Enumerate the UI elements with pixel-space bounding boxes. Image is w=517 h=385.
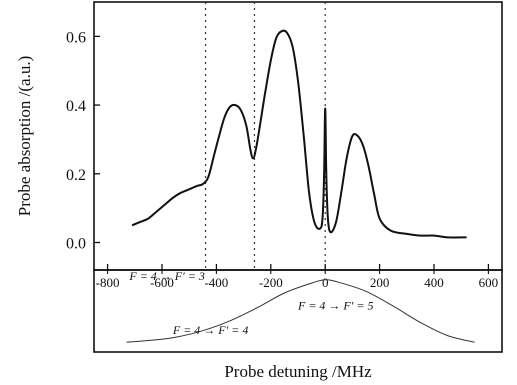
x-tick-label: 0 xyxy=(322,275,329,290)
x-tick-label: -200 xyxy=(259,275,283,290)
lower-panel-frame xyxy=(93,269,503,353)
y-tick-label: 0.0 xyxy=(66,236,86,253)
x-axis-label: Probe detuning /MHz xyxy=(224,362,372,381)
x-tick-label: -400 xyxy=(204,275,228,290)
y-axis-label: Probe absorption /(a.u.) xyxy=(15,56,34,217)
x-axis-ticks: -800 -600 -400 -200 0 200 400 600 xyxy=(96,264,498,290)
y-tick-label: 0.6 xyxy=(66,29,86,46)
transition-annotation-3: F = 4 → F′ = 5 xyxy=(297,298,373,312)
x-tick-label: -600 xyxy=(150,275,174,290)
y-axis-ticks: 0.0 0.2 0.4 0.6 xyxy=(66,29,100,253)
x-tick-label: 200 xyxy=(370,275,390,290)
y-tick-label: 0.4 xyxy=(66,98,86,115)
probe-absorption-series-line xyxy=(131,29,467,239)
transition-annotation-1: F = 4 → F′ = 3 xyxy=(128,269,204,283)
main-plot-frame xyxy=(93,1,503,271)
reference-lines xyxy=(204,2,326,270)
x-tick-label: 600 xyxy=(479,275,499,290)
x-tick-label: 400 xyxy=(424,275,444,290)
transition-annotation-2: F = 4 → F′ = 4 xyxy=(172,323,248,337)
transition-profile-line xyxy=(126,279,475,343)
y-tick-label: 0.2 xyxy=(66,167,86,184)
transition-annotations: F = 4 → F′ = 3 F = 4 → F′ = 4 F = 4 → F′ =… xyxy=(128,269,373,337)
x-tick-label: -800 xyxy=(96,275,120,290)
